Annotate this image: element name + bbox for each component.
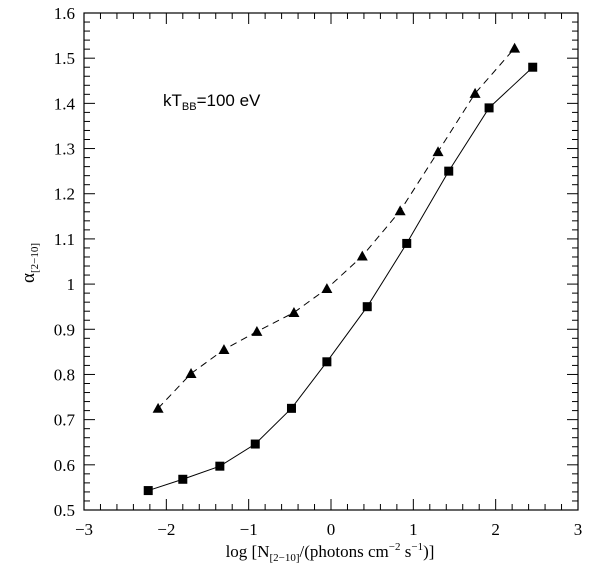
data-point-triangle xyxy=(185,368,197,378)
data-point-square xyxy=(286,403,296,413)
data-point-square xyxy=(178,474,188,484)
y-tick-label: 1.4 xyxy=(54,94,76,113)
data-point-triangle xyxy=(469,87,481,98)
plot-frame xyxy=(83,12,579,511)
y-tick-label: 1.1 xyxy=(54,230,75,249)
y-tick-label: 0.8 xyxy=(54,365,75,384)
annotation-kt-bb: kTBB=100 eV xyxy=(163,91,261,113)
y-tick-label: 1.6 xyxy=(54,4,75,23)
data-point-square xyxy=(528,62,538,72)
data-point-square xyxy=(402,238,412,248)
y-tick-label: 0.9 xyxy=(54,320,75,339)
y-tick-label: 1.5 xyxy=(54,49,75,68)
annotation-main: kT xyxy=(163,91,182,110)
y-tick-label: 1 xyxy=(67,275,76,294)
x-tick-label: 3 xyxy=(574,520,583,539)
y-tick-label: 1.2 xyxy=(54,185,75,204)
y-tick-label: 0.7 xyxy=(54,411,76,430)
data-point-triangle xyxy=(251,326,263,336)
x-tick-label: −1 xyxy=(240,520,258,539)
series-square xyxy=(143,62,538,496)
x-tick-label: 2 xyxy=(491,520,500,539)
data-point-square xyxy=(250,439,260,449)
x-tick-label: 1 xyxy=(409,520,418,539)
series-line-square xyxy=(148,66,534,492)
data-point-square xyxy=(362,302,372,312)
y-tick-label: 1.3 xyxy=(54,140,75,159)
annotation-rest: =100 eV xyxy=(197,91,261,110)
y-tick-label: 0.5 xyxy=(54,501,75,520)
y-axis-label: α[2−10] xyxy=(18,243,41,283)
data-point-triangle xyxy=(509,42,521,53)
x-tick-label: 0 xyxy=(327,520,336,539)
data-point-triangle xyxy=(218,344,230,355)
data-point-square xyxy=(143,486,153,496)
data-point-square xyxy=(444,166,454,176)
x-tick-label: −3 xyxy=(75,520,93,539)
data-point-triangle xyxy=(152,402,164,413)
y-tick-label: 0.6 xyxy=(54,456,75,475)
data-point-square xyxy=(215,461,225,471)
data-point-triangle xyxy=(288,307,300,317)
annotation-sub: BB xyxy=(182,101,197,113)
data-point-triangle xyxy=(394,205,406,216)
data-point-triangle xyxy=(432,146,444,157)
data-point-square xyxy=(322,357,332,367)
data-point-square xyxy=(484,103,494,113)
data-point-triangle xyxy=(356,250,368,261)
data-point-triangle xyxy=(321,283,333,294)
x-axis-label: log [N[2−10]/(photons cm−2 s−1)] xyxy=(226,541,435,564)
x-tick-label: −2 xyxy=(157,520,175,539)
series-triangle xyxy=(152,42,521,413)
